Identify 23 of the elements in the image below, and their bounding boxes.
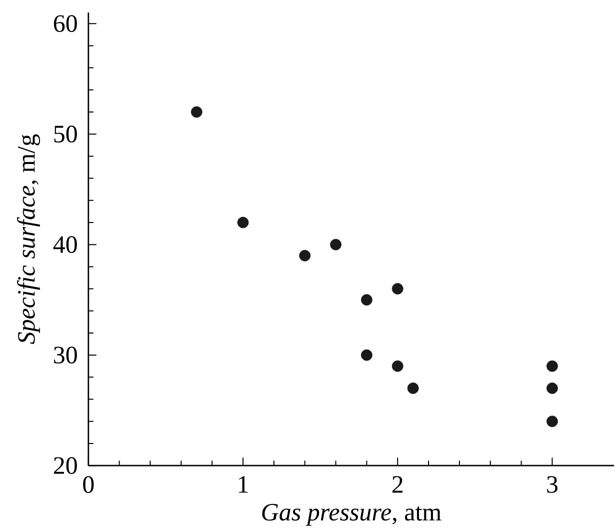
x-axis-title: Gas pressure, atm xyxy=(262,504,442,526)
y-tick-label: 30 xyxy=(54,346,77,364)
x-tick-label: 0 xyxy=(83,476,94,493)
point xyxy=(392,283,404,294)
point xyxy=(360,349,372,361)
y-tick-label: 40 xyxy=(53,236,77,254)
y-axis-title: Specific surface, m/g xyxy=(17,134,40,344)
point xyxy=(546,360,558,372)
y-tick-label: 20 xyxy=(54,457,77,474)
y-tick-label: 60 xyxy=(54,15,77,32)
point xyxy=(360,294,372,306)
point xyxy=(237,216,249,228)
point xyxy=(546,416,558,428)
point xyxy=(190,106,202,118)
x-tick-label: 2 xyxy=(392,476,402,493)
point xyxy=(407,382,419,394)
y-tick-label: 50 xyxy=(54,126,77,143)
point xyxy=(546,382,558,394)
point xyxy=(330,238,342,250)
x-tick-label: 3 xyxy=(547,476,558,493)
x-tick-label: 1 xyxy=(238,476,248,493)
point xyxy=(392,360,404,372)
point xyxy=(299,250,311,262)
